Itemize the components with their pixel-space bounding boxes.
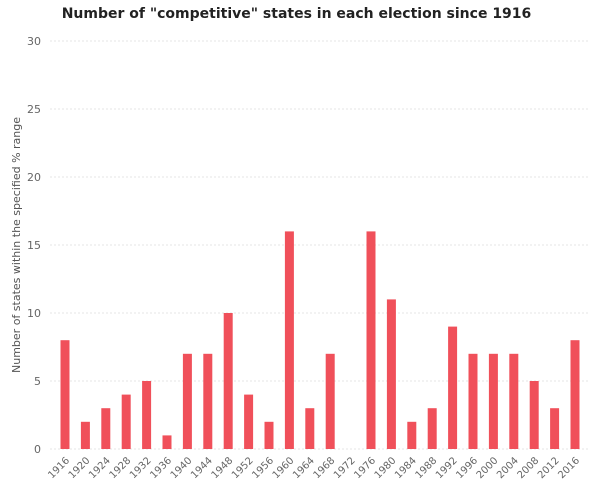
y-tick-label: 30: [27, 35, 41, 48]
bar-2004: [509, 353, 519, 449]
bar-1928: [121, 394, 131, 449]
x-tick-label: 1916: [46, 455, 72, 481]
x-tick-label: 2016: [556, 455, 582, 481]
bar-1948: [223, 313, 233, 449]
bar-1916: [60, 340, 70, 449]
x-tick-label: 1932: [128, 455, 154, 481]
x-tick-label: 2000: [475, 455, 501, 481]
bar-1952: [244, 394, 254, 449]
x-tick-label: 1956: [250, 455, 276, 481]
x-tick-label: 1924: [87, 455, 113, 481]
bar-1956: [264, 421, 274, 449]
x-tick-label: 1952: [230, 455, 256, 481]
x-tick-label: 1920: [67, 455, 93, 481]
bar-1920: [80, 421, 90, 449]
bar-1936: [162, 435, 172, 449]
bar-1976: [366, 231, 376, 449]
x-axis-ticks: 1916192019241928193219361940194419481952…: [46, 455, 582, 481]
x-tick-label: 1964: [291, 455, 317, 481]
grid-lines: [50, 40, 588, 450]
y-tick-label: 15: [27, 239, 41, 252]
bar-1988: [427, 408, 437, 449]
x-tick-label: 2004: [495, 455, 521, 481]
bar-1944: [203, 353, 213, 449]
x-tick-label: 1996: [454, 455, 480, 481]
bar-1964: [305, 408, 315, 449]
bar-2016: [570, 340, 580, 449]
x-tick-label: 2008: [516, 455, 542, 481]
bar-2012: [550, 408, 560, 449]
x-tick-label: 1928: [108, 455, 134, 481]
bars: [60, 231, 580, 449]
x-tick-label: 1992: [434, 455, 460, 481]
y-axis-label: Number of states within the specified % …: [10, 117, 23, 373]
bar-1960: [284, 231, 294, 449]
x-tick-label: 1976: [352, 455, 378, 481]
bar-2008: [529, 381, 539, 449]
x-tick-label: 1960: [271, 455, 297, 481]
bar-1992: [448, 326, 458, 449]
x-tick-label: 1980: [373, 455, 399, 481]
y-tick-label: 25: [27, 103, 41, 116]
x-tick-label: 1988: [414, 455, 440, 481]
bar-1968: [325, 353, 335, 449]
bar-1996: [468, 353, 478, 449]
y-tick-label: 0: [34, 443, 41, 456]
y-axis-ticks: 0 5 10 15 20 25 30: [27, 35, 41, 456]
bar-1932: [142, 381, 152, 449]
x-tick-label: 1936: [148, 455, 174, 481]
bar-1980: [386, 299, 396, 449]
y-tick-label: 5: [34, 375, 41, 388]
x-tick-label: 2012: [536, 455, 562, 481]
x-tick-label: 1968: [312, 455, 338, 481]
bar-2000: [488, 353, 498, 449]
x-tick-label: 1944: [189, 455, 215, 481]
bar-1924: [101, 408, 111, 449]
chart-title: Number of "competitive" states in each e…: [61, 6, 532, 22]
x-tick-label: 1984: [393, 455, 419, 481]
x-tick-label: 1972: [332, 455, 358, 481]
x-tick-label: 1940: [169, 455, 195, 481]
bar-1984: [407, 421, 417, 449]
x-tick-label: 1948: [210, 455, 236, 481]
y-tick-label: 10: [27, 307, 41, 320]
y-tick-label: 20: [27, 171, 41, 184]
bar-1940: [182, 353, 192, 449]
